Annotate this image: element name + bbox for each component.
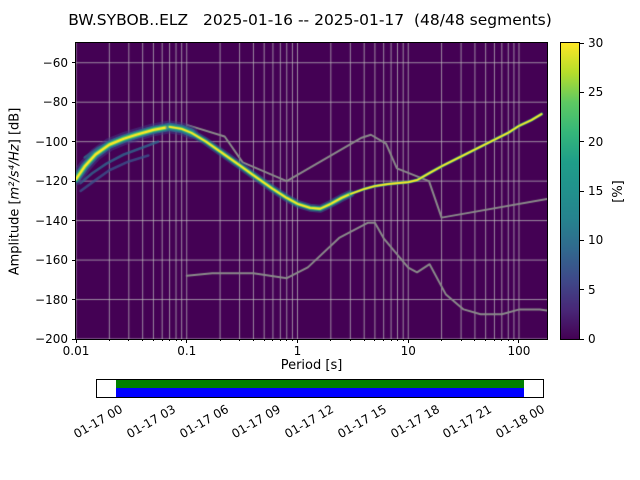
- x-minor-tick-mark: [272, 339, 274, 341]
- colorbar-tick-label: 30: [588, 36, 604, 50]
- x-minor-tick-mark: [363, 339, 365, 341]
- colorbar-tick-label: 0: [588, 332, 596, 346]
- x-minor-tick-mark: [219, 339, 221, 341]
- time-coverage-bar: [96, 379, 544, 398]
- x-tick-label: 0.01: [62, 344, 90, 358]
- plot-title: BW.SYBOB..ELZ 2025-01-16 -- 2025-01-17 (…: [68, 11, 552, 29]
- x-minor-tick-mark: [175, 339, 177, 341]
- x-minor-tick-mark: [181, 339, 183, 341]
- colorbar-gradient: [561, 43, 579, 339]
- x-minor-tick-mark: [349, 339, 351, 341]
- x-tick-mark: [518, 339, 520, 343]
- colorbar-tick-label: 25: [588, 85, 604, 100]
- y-tick-label: −120: [35, 174, 68, 189]
- x-minor-tick-mark: [286, 339, 288, 341]
- x-minor-tick-mark: [383, 339, 385, 341]
- colorbar-tick-mark: [580, 91, 584, 93]
- x-minor-tick-mark: [252, 339, 254, 341]
- x-minor-tick-mark: [441, 339, 443, 341]
- x-minor-tick-mark: [161, 339, 163, 341]
- colorbar-tick-mark: [580, 338, 584, 340]
- x-minor-tick-mark: [128, 339, 130, 341]
- x-minor-tick-mark: [330, 339, 332, 341]
- y-tick-mark: [72, 62, 76, 64]
- x-minor-tick-mark: [279, 339, 281, 341]
- y-axis-label-suffix: ] [dB]: [7, 107, 23, 144]
- colorbar-tick-mark: [580, 141, 584, 143]
- time-tick-label: 01-17 06: [176, 402, 231, 442]
- y-tick-mark: [72, 299, 76, 301]
- y-tick-mark: [72, 101, 76, 103]
- x-axis-label: Period [s]: [280, 358, 343, 373]
- x-tick-mark: [296, 339, 298, 343]
- time-tick-label: 01-17 09: [229, 402, 284, 442]
- time-tick-label: 01-17 00: [71, 402, 126, 442]
- x-tick-label: 100: [507, 344, 531, 358]
- colorbar-tick-label: 20: [588, 134, 604, 149]
- colorbar-tick-label: 5: [588, 282, 596, 297]
- x-minor-tick-mark: [152, 339, 154, 341]
- time-tick-label: 01-17 12: [282, 402, 337, 442]
- coverage-data-strip-blue: [115, 388, 524, 397]
- colorbar-tick-mark: [580, 190, 584, 192]
- colorbar: [560, 42, 580, 340]
- coverage-data-strip-green: [115, 380, 524, 388]
- x-minor-tick-mark: [239, 339, 241, 341]
- x-tick-mark: [407, 339, 409, 343]
- colorbar-tick-label: 15: [588, 184, 604, 198]
- x-minor-tick-mark: [474, 339, 476, 341]
- x-minor-tick-mark: [513, 339, 515, 341]
- x-minor-tick-mark: [390, 339, 392, 341]
- x-minor-tick-mark: [493, 339, 495, 341]
- colorbar-tick-mark: [580, 289, 584, 291]
- x-minor-tick-mark: [142, 339, 144, 341]
- y-tick-mark: [72, 141, 76, 143]
- colorbar-tick-label: 10: [588, 233, 604, 248]
- y-tick-label: −100: [35, 134, 68, 149]
- y-tick-label: −80: [42, 95, 68, 110]
- x-minor-tick-mark: [374, 339, 376, 341]
- x-minor-tick-mark: [291, 339, 293, 341]
- x-tick-mark: [186, 339, 188, 343]
- x-tick-label: 1: [293, 344, 302, 358]
- y-tick-label: −160: [35, 253, 68, 268]
- x-minor-tick-mark: [501, 339, 503, 341]
- x-minor-tick-mark: [169, 339, 171, 341]
- time-tick-label: 01-17 18: [387, 402, 442, 442]
- y-tick-mark: [72, 180, 76, 182]
- y-tick-label: −180: [35, 292, 68, 307]
- y-tick-mark: [72, 259, 76, 261]
- y-tick-label: −60: [42, 55, 68, 70]
- x-minor-tick-mark: [507, 339, 509, 341]
- x-tick-label: 10: [400, 344, 416, 358]
- time-tick-label: 01-17 21: [440, 402, 495, 442]
- time-tick-label: 01-18 00: [493, 402, 548, 442]
- x-tick-label: 0.1: [177, 344, 197, 358]
- x-minor-tick-mark: [263, 339, 265, 341]
- y-axis-label-prefix: Amplitude [: [7, 198, 23, 275]
- x-tick-mark: [75, 339, 77, 343]
- y-tick-label: −200: [35, 332, 68, 346]
- time-tick-label: 01-17 15: [335, 402, 389, 442]
- ppsd-heatmap-canvas: [75, 42, 548, 340]
- y-tick-mark: [72, 220, 76, 222]
- colorbar-tick-mark: [580, 42, 584, 44]
- y-axis-label-math: m²/s⁴/Hz: [7, 143, 23, 199]
- colorbar-tick-mark: [580, 239, 584, 241]
- x-minor-tick-mark: [485, 339, 487, 341]
- y-tick-mark: [72, 338, 76, 340]
- time-tick-label: 01-17 03: [124, 402, 178, 442]
- x-minor-tick-mark: [402, 339, 404, 341]
- y-tick-label: −140: [35, 213, 68, 228]
- x-minor-tick-mark: [397, 339, 398, 341]
- x-minor-tick-mark: [460, 339, 462, 341]
- x-minor-tick-mark: [108, 339, 110, 341]
